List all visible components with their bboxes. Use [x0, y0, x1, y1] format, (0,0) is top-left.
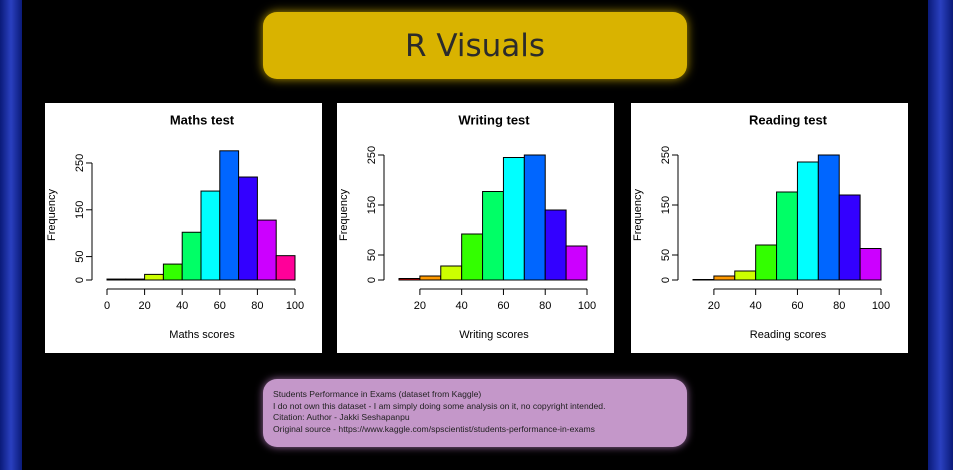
y-tick-label: 50 — [366, 249, 378, 261]
y-tick-label: 250 — [74, 154, 86, 172]
chart-title: Writing test — [458, 112, 530, 127]
y-tick-label: 250 — [366, 146, 378, 164]
bar — [219, 150, 240, 281]
bar — [565, 245, 588, 281]
x-tick-label: 60 — [214, 300, 226, 312]
page-title: R Visuals — [263, 12, 687, 79]
bar — [817, 154, 840, 281]
bar — [256, 219, 277, 281]
chart-panel: Reading test Reading scores Frequency 20 40 6… — [631, 103, 908, 353]
y-tick-label: 150 — [74, 201, 86, 219]
note-line: Citation: Author - Jakki Seshapanpu — [273, 412, 410, 422]
y-tick-label: 250 — [660, 146, 672, 164]
side-border — [0, 0, 22, 470]
x-tick-label: 60 — [497, 300, 509, 312]
y-tick-label: 0 — [660, 277, 672, 283]
note-line: I do not own this dataset - I am simply … — [273, 400, 606, 411]
chart-panel: Maths test Maths scores Frequency 0 20 40 60 80… — [45, 103, 322, 353]
chart: Writing test Writing scores Frequency 20 40 6… — [338, 112, 596, 341]
y-tick-label: 50 — [660, 249, 672, 261]
y-tick-label: 150 — [366, 196, 378, 214]
y-axis-label: Frequency — [338, 189, 350, 241]
chart-title: Reading test — [749, 112, 828, 127]
x-tick-label: 80 — [539, 300, 551, 312]
y-axis-label: Frequency — [46, 189, 58, 241]
chart: Reading test Reading scores Frequency 20 40 6… — [632, 112, 890, 341]
bar — [162, 263, 183, 281]
bar — [398, 278, 421, 281]
chart-title: Maths test — [170, 112, 235, 127]
y-tick-label: 50 — [74, 250, 86, 262]
x-tick-label: 0 — [104, 300, 110, 312]
x-tick-label: 80 — [833, 300, 845, 312]
bar — [838, 194, 861, 281]
source-note: Students Performance in Exams (dataset f… — [263, 379, 687, 447]
bar — [755, 244, 778, 281]
x-tick-label: 20 — [414, 300, 426, 312]
x-tick-label: 60 — [791, 300, 803, 312]
x-axis-label: Writing scores — [459, 329, 529, 341]
bar — [502, 157, 525, 281]
y-tick-label: 0 — [74, 277, 86, 283]
bar — [544, 209, 567, 281]
bar — [776, 191, 798, 281]
bar — [238, 176, 258, 281]
bar — [144, 273, 164, 281]
x-axis-label: Maths scores — [169, 329, 235, 341]
bar — [181, 231, 202, 281]
bar — [734, 270, 757, 281]
x-axis-label: Reading scores — [750, 329, 827, 341]
bar — [440, 265, 463, 281]
x-tick-label: 40 — [176, 300, 188, 312]
bar — [692, 279, 715, 281]
bar — [275, 255, 296, 281]
bar — [523, 154, 546, 281]
bar — [106, 278, 127, 281]
chart-panel: Writing test Writing scores Frequency 20 40 6… — [337, 103, 614, 353]
bar — [713, 275, 736, 281]
x-tick-label: 20 — [708, 300, 720, 312]
bar — [482, 191, 504, 281]
bar — [419, 275, 442, 281]
x-tick-label: 80 — [251, 300, 263, 312]
chart: Maths test Maths scores Frequency 0 20 40 60 80… — [46, 112, 304, 341]
note-line: Original source - https://www.kaggle.com… — [273, 423, 595, 434]
side-border — [928, 0, 953, 470]
bar — [796, 161, 819, 281]
bar — [859, 248, 882, 281]
x-tick-label: 100 — [578, 300, 596, 312]
x-tick-label: 20 — [138, 300, 150, 312]
note-line: Students Performance in Exams (dataset f… — [273, 389, 482, 399]
bar — [200, 190, 221, 281]
bar — [125, 278, 146, 281]
y-axis-label: Frequency — [632, 189, 644, 241]
x-tick-label: 40 — [750, 300, 762, 312]
bar — [461, 233, 484, 281]
x-tick-label: 40 — [456, 300, 468, 312]
y-tick-label: 150 — [660, 196, 672, 214]
x-tick-label: 100 — [286, 300, 304, 312]
y-tick-label: 0 — [366, 277, 378, 283]
x-tick-label: 100 — [872, 300, 890, 312]
